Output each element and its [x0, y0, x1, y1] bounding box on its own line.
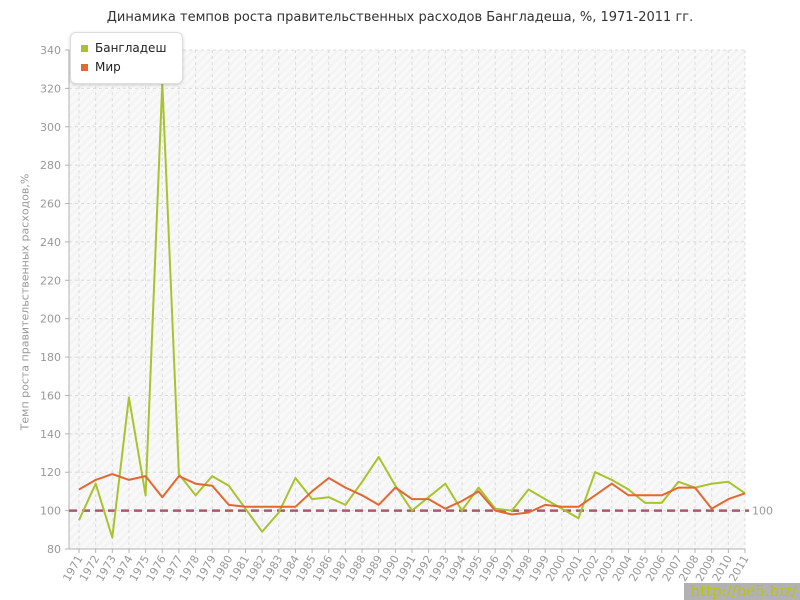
svg-text:200: 200 [40, 313, 61, 326]
series-line-0 [78, 81, 746, 539]
legend-label-bangladesh: Бангладеш [95, 41, 167, 55]
svg-text:240: 240 [40, 236, 61, 249]
svg-text:180: 180 [40, 351, 61, 364]
series-line-1 [78, 473, 746, 516]
series-swatch-world [81, 64, 88, 71]
legend-item-bangladesh[interactable]: Бангладеш [81, 39, 166, 58]
series-swatch-bangladesh [81, 45, 88, 52]
svg-text:160: 160 [40, 389, 61, 402]
svg-text:100: 100 [40, 505, 61, 518]
legend-item-world[interactable]: Мир [81, 58, 166, 77]
x-tick-labels: 1971197219731974197519761977197819791980… [60, 553, 751, 584]
legend-label-world: Мир [95, 60, 121, 74]
guide-line-100: 100 [69, 505, 773, 518]
guide-label: 100 [752, 505, 773, 518]
svg-text:340: 340 [40, 44, 61, 57]
svg-text:140: 140 [40, 428, 61, 441]
svg-text:320: 320 [40, 82, 61, 95]
plot-area [69, 50, 745, 549]
svg-text:220: 220 [40, 274, 61, 287]
svg-text:280: 280 [40, 159, 61, 172]
axes [65, 49, 746, 553]
y-tick-labels: 80 100 120 140 160 180 200 220 240 260 280 300 320 34… [40, 44, 61, 556]
chart-title: Динамика темпов роста правительственных … [106, 10, 694, 25]
watermark-url: http://be5.biz/ [684, 583, 800, 600]
v-gridlines [78, 50, 746, 549]
legend: Бангладеш Мир [70, 32, 184, 84]
svg-text:260: 260 [40, 198, 61, 211]
svg-text:80: 80 [47, 543, 61, 556]
svg-text:300: 300 [40, 121, 61, 134]
svg-text:120: 120 [40, 466, 61, 479]
